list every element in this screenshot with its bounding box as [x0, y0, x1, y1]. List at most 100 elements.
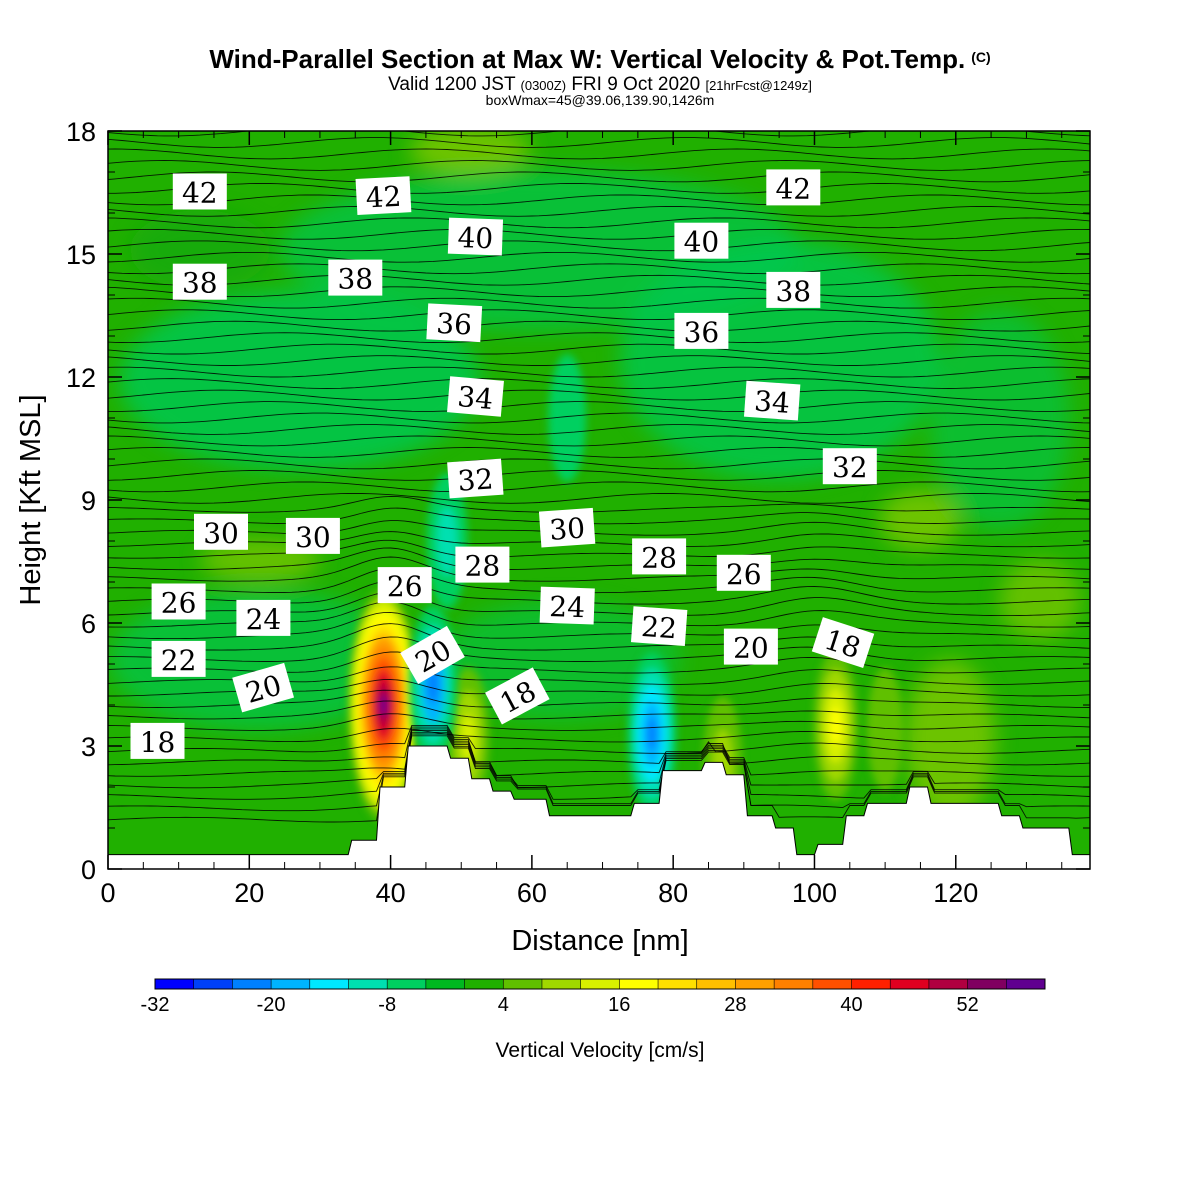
theta-label-40: 40	[447, 217, 504, 256]
terrain	[107, 745, 1091, 870]
colorbar-tick-label: 16	[608, 994, 630, 1016]
theta-label-30: 30	[538, 507, 596, 548]
theta-label-28: 28	[632, 538, 687, 575]
svg-text:38: 38	[182, 267, 218, 300]
isentrope-line	[108, 727, 1090, 743]
isentrope-line	[108, 320, 1090, 332]
colorbar-tick-label: 40	[840, 994, 862, 1016]
isentrope-line	[108, 251, 1090, 263]
theta-label-34: 34	[447, 376, 504, 417]
svg-text:24: 24	[246, 603, 282, 636]
isentrope-line	[108, 520, 1090, 536]
colorbar-swatch	[271, 979, 311, 989]
isentrope-line	[108, 160, 1090, 171]
isentrope-line	[108, 567, 1090, 594]
svg-text:28: 28	[641, 541, 677, 574]
updraft-cell-4	[867, 668, 904, 792]
isentrope-line	[108, 636, 1090, 662]
colorbar-swatch	[348, 979, 388, 989]
colorbar-swatch	[890, 979, 930, 989]
theta-label-20: 20	[232, 662, 295, 713]
theta-label-32: 32	[447, 458, 504, 499]
theta-label-18: 18	[130, 722, 185, 759]
colorbar-tick-label: -8	[378, 994, 396, 1016]
theta-label-42: 42	[355, 176, 412, 215]
theta-label-20: 20	[723, 628, 778, 665]
theta-label-30: 30	[194, 513, 248, 550]
y-axis-title: Height [Kft MSL]	[15, 394, 47, 605]
x-tick-label: 100	[792, 878, 837, 908]
svg-text:36: 36	[684, 316, 720, 349]
theta-label-24: 24	[236, 599, 291, 636]
colorbar-swatch	[232, 979, 272, 989]
isentrope-line	[108, 724, 1090, 754]
colorbar-swatch	[696, 979, 736, 989]
colorbar-swatch	[541, 979, 582, 989]
theta-label-42: 42	[766, 169, 821, 206]
svg-text:32: 32	[457, 462, 495, 497]
isentrope-line	[108, 217, 1090, 229]
svg-text:36: 36	[436, 307, 473, 342]
colorbar-swatch	[387, 979, 427, 989]
svg-text:34: 34	[456, 380, 494, 416]
isentrope-line	[108, 286, 1090, 298]
colorbar-swatch	[928, 979, 969, 989]
colorbar-tick-label: -32	[141, 994, 170, 1016]
isentrope-line	[108, 735, 1090, 823]
svg-text:32: 32	[832, 451, 868, 484]
terrain-profile	[107, 745, 1091, 870]
isentrope-line	[108, 183, 1090, 194]
svg-text:40: 40	[457, 221, 494, 255]
theta-label-38: 38	[328, 259, 383, 296]
isentrope-line	[108, 401, 1090, 412]
isentrope-line	[108, 171, 1090, 183]
colorbar-swatch	[580, 979, 620, 989]
theta-label-20: 20	[400, 625, 465, 685]
colorbar-frame	[154, 978, 1046, 990]
isentrope-line	[108, 547, 1090, 571]
y-tick-label: 9	[81, 486, 96, 516]
isentrope-line	[108, 556, 1090, 582]
isentrope-line	[108, 274, 1090, 286]
isentrope-line	[108, 148, 1090, 160]
isentrope-line	[108, 731, 1090, 800]
svg-text:28: 28	[465, 550, 501, 583]
isentrope-line	[108, 726, 1090, 766]
isentrope-line	[108, 481, 1090, 493]
svg-text:30: 30	[295, 521, 331, 554]
chart-subtitle: Valid 1200 JST (0300Z) FRI 9 Oct 2020 [2…	[388, 74, 812, 95]
svg-text:42: 42	[365, 180, 402, 215]
svg-text:30: 30	[548, 511, 586, 546]
isentrope-line	[108, 389, 1090, 401]
isentrope-line	[108, 492, 1090, 504]
theta-label-24: 24	[539, 586, 595, 625]
isentrope-line	[108, 713, 1090, 731]
y-tick-label: 0	[81, 855, 96, 885]
isentrope-line	[108, 412, 1090, 424]
x-tick-label: 60	[517, 878, 547, 908]
colorbar-swatch	[851, 979, 891, 989]
svg-text:20: 20	[733, 632, 769, 665]
isentrope-line	[108, 424, 1090, 435]
theta-label-30: 30	[285, 517, 340, 554]
colorbar-title: Vertical Velocity [cm/s]	[496, 1039, 705, 1062]
theta-label-36: 36	[426, 303, 483, 343]
svg-text:38: 38	[775, 275, 811, 308]
isentrope-line	[108, 447, 1090, 458]
colorbar-tick-label: -20	[257, 994, 286, 1016]
colorbar-swatch	[735, 979, 775, 989]
isentrope-line	[108, 137, 1090, 148]
theta-label-32: 32	[822, 448, 877, 485]
isentrope-line	[108, 495, 1090, 513]
box-max-info: boxWmax=45@39.06,139.90,1426m	[485, 92, 715, 108]
x-tick-label: 120	[933, 878, 978, 908]
theta-label-38: 38	[172, 263, 227, 300]
isentrope-line	[108, 728, 1090, 777]
colorbar-swatch	[193, 979, 233, 989]
isentrope-line	[108, 470, 1090, 481]
colorbar-swatch	[425, 979, 465, 989]
x-tick-label: 0	[100, 878, 115, 908]
svg-text:30: 30	[203, 517, 239, 550]
theta-label-22: 22	[151, 640, 206, 677]
svg-text:40: 40	[684, 226, 720, 259]
